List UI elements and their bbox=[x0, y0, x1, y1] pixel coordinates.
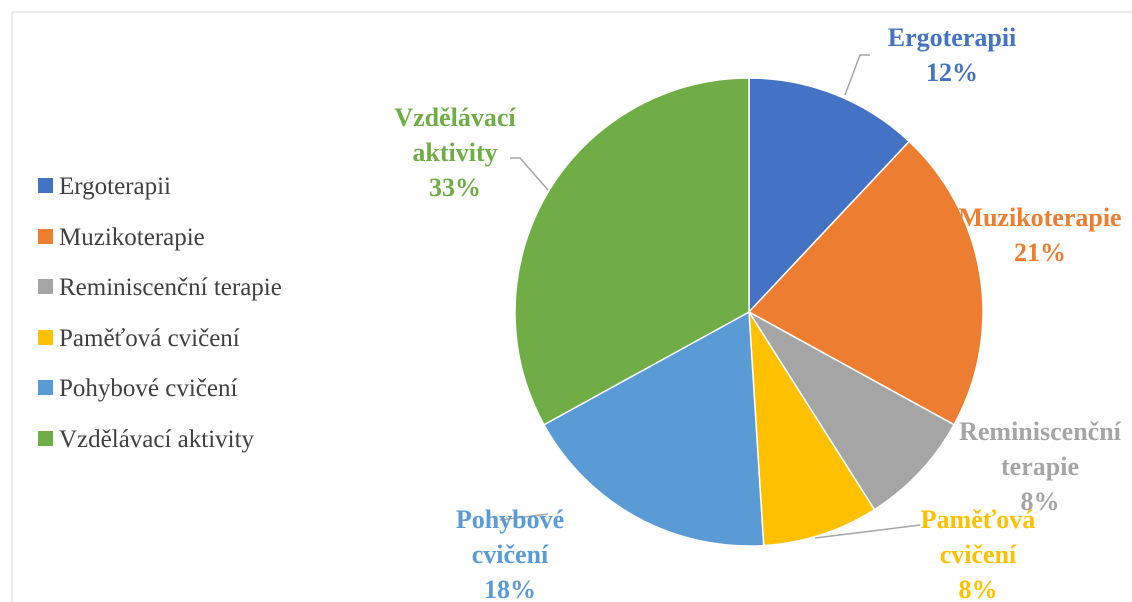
pie-slice bbox=[748, 311, 956, 511]
data-label-value: 8% bbox=[958, 575, 998, 602]
data-label-value: 18% bbox=[484, 575, 536, 602]
data-label-value: 33% bbox=[429, 173, 481, 202]
pie-slice bbox=[748, 77, 911, 314]
data-label: Muzikoterapie 21% bbox=[935, 200, 1132, 270]
legend-swatch bbox=[38, 279, 53, 294]
legend-label: Vzdělávací aktivity bbox=[59, 425, 255, 453]
chart-frame bbox=[11, 11, 1132, 602]
data-label-value: 8% bbox=[1020, 487, 1060, 516]
data-label-value: 12% bbox=[926, 58, 978, 87]
legend-item: Reminiscenční terapie bbox=[38, 273, 282, 303]
data-label: Reminiscenční terapie 8% bbox=[940, 414, 1132, 519]
data-label-name: Reminiscenční terapie bbox=[959, 417, 1121, 481]
legend-label: Reminiscenční terapie bbox=[59, 274, 282, 301]
data-label-name: Muzikoterapie bbox=[958, 203, 1122, 232]
leader-lines bbox=[499, 54, 921, 539]
data-label: Paměťová cvičení 8% bbox=[903, 502, 1053, 602]
pie-slice bbox=[748, 311, 876, 547]
data-label: Pohybové cvičení 18% bbox=[435, 502, 585, 602]
legend-item: Pohybové cvičení bbox=[38, 374, 237, 404]
legend-swatch bbox=[38, 228, 53, 244]
legend-swatch bbox=[38, 430, 53, 446]
legend-label: Paměťová cvičení bbox=[59, 324, 240, 352]
legend-label: Pohybové cvičení bbox=[59, 375, 238, 402]
legend-item: Ergoterapii bbox=[38, 172, 171, 202]
legend-swatch bbox=[38, 178, 53, 193]
legend-swatch bbox=[38, 329, 53, 345]
data-label-name: Vzdělávací aktivity bbox=[394, 103, 516, 167]
pie-slice bbox=[747, 140, 984, 426]
data-label-value: 21% bbox=[1014, 238, 1066, 267]
data-label-name: Paměťová cvičení bbox=[920, 505, 1036, 569]
data-label-name: Pohybové cvičení bbox=[455, 505, 565, 569]
pie-slice bbox=[514, 77, 750, 426]
data-label: Ergoterapii 12% bbox=[842, 20, 1062, 90]
data-label-name: Ergoterapii bbox=[887, 23, 1017, 52]
legend-item: Paměťová cvičení bbox=[38, 324, 240, 354]
legend-label: Muzikoterapie bbox=[59, 223, 205, 251]
legend-label: Ergoterapii bbox=[59, 173, 171, 200]
legend-item: Vzdělávací aktivity bbox=[38, 425, 254, 455]
legend-swatch bbox=[38, 380, 53, 395]
legend-item: Muzikoterapie bbox=[38, 223, 205, 253]
data-label: Vzdělávací aktivity 33% bbox=[365, 100, 545, 205]
pie-slice bbox=[542, 310, 765, 547]
